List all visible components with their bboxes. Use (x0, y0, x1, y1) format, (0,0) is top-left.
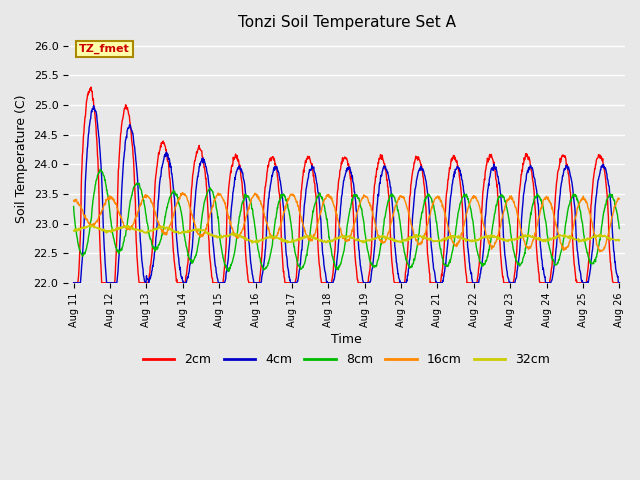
32cm (248, 240, 256, 246)
16cm (253, 192, 260, 198)
4cm (70, 280, 77, 286)
16cm (179, 190, 186, 196)
8cm (70, 204, 77, 209)
Title: Tonzi Soil Temperature Set A: Tonzi Soil Temperature Set A (237, 15, 456, 30)
Line: 4cm: 4cm (74, 106, 620, 283)
4cm (90, 103, 97, 108)
32cm (616, 237, 623, 243)
4cm (179, 274, 186, 280)
4cm (551, 260, 559, 266)
Text: TZ_fmet: TZ_fmet (79, 44, 130, 54)
2cm (616, 280, 623, 286)
32cm (503, 237, 511, 243)
8cm (616, 226, 623, 231)
32cm (432, 238, 440, 244)
2cm (551, 203, 559, 208)
Line: 8cm: 8cm (74, 169, 620, 272)
16cm (431, 195, 439, 201)
Legend: 2cm, 4cm, 8cm, 16cm, 32cm: 2cm, 4cm, 8cm, 16cm, 32cm (138, 348, 555, 371)
32cm (179, 230, 186, 236)
Line: 32cm: 32cm (74, 225, 620, 243)
32cm (70, 228, 77, 233)
16cm (503, 200, 511, 205)
Line: 16cm: 16cm (74, 193, 620, 252)
4cm (616, 280, 623, 286)
4cm (253, 280, 260, 286)
8cm (191, 254, 199, 260)
16cm (70, 198, 77, 204)
8cm (97, 167, 104, 172)
16cm (551, 218, 559, 224)
2cm (179, 280, 186, 286)
2cm (253, 280, 260, 286)
16cm (616, 196, 623, 202)
32cm (552, 235, 559, 241)
Y-axis label: Soil Temperature (C): Soil Temperature (C) (15, 94, 28, 223)
8cm (253, 238, 260, 244)
32cm (86, 222, 94, 228)
2cm (87, 84, 95, 90)
16cm (178, 191, 186, 196)
32cm (253, 239, 260, 244)
8cm (503, 206, 511, 212)
4cm (503, 267, 511, 273)
Line: 2cm: 2cm (74, 87, 620, 283)
32cm (191, 227, 199, 232)
8cm (432, 216, 440, 222)
X-axis label: Time: Time (331, 333, 362, 346)
16cm (596, 249, 604, 254)
2cm (191, 156, 199, 162)
8cm (552, 262, 559, 267)
16cm (191, 222, 199, 228)
2cm (503, 280, 511, 286)
4cm (431, 276, 439, 282)
2cm (70, 280, 77, 286)
8cm (225, 269, 232, 275)
4cm (191, 195, 199, 201)
2cm (431, 280, 439, 286)
8cm (179, 214, 186, 220)
